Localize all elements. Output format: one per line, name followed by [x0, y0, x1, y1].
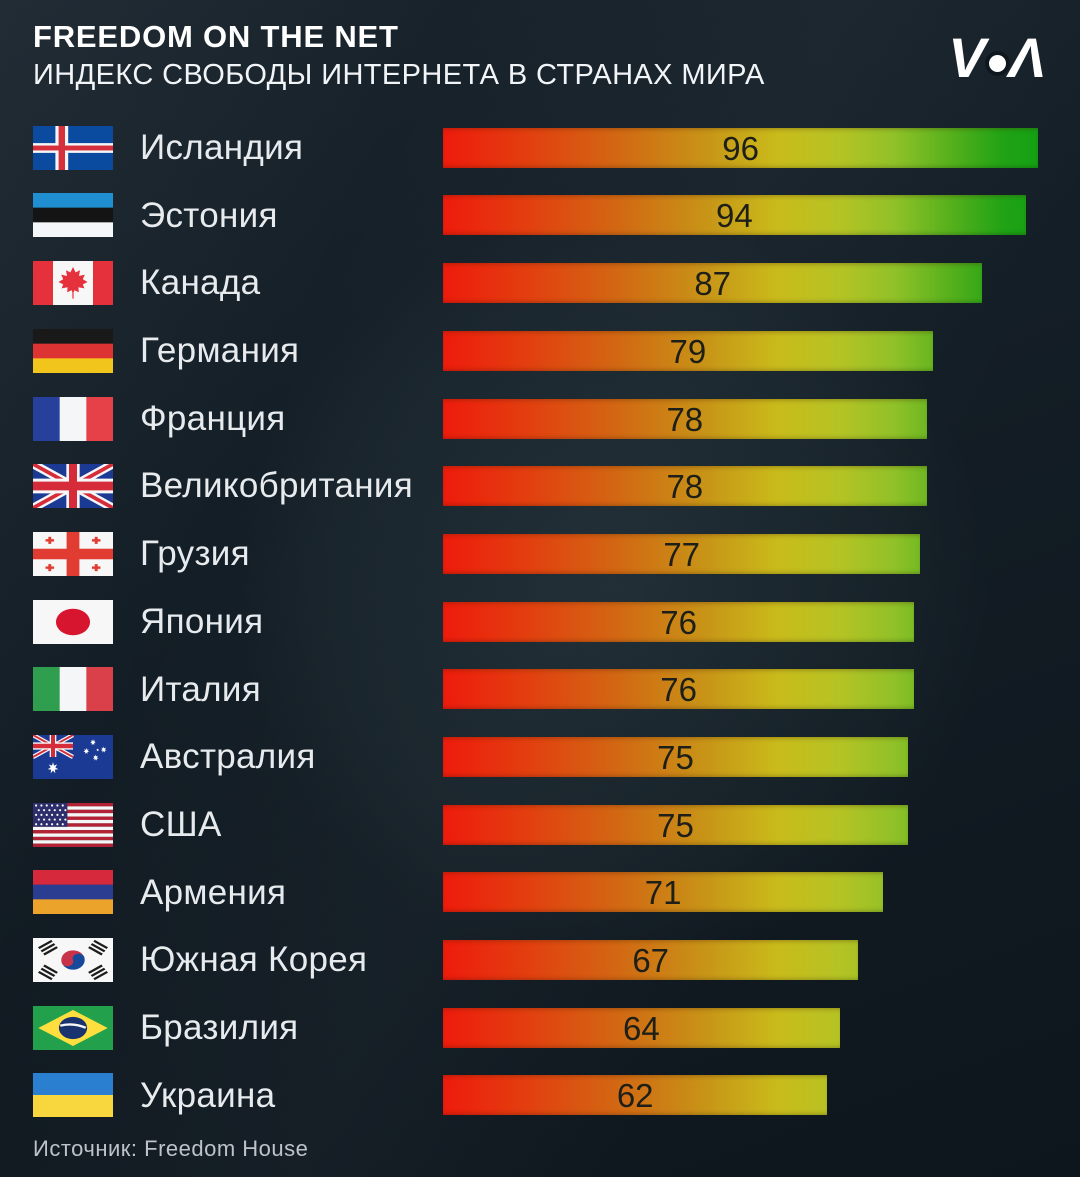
score-value: 79 — [669, 332, 707, 370]
country-row: Бразилия 64 — [0, 994, 1080, 1062]
score-value: 64 — [623, 1009, 660, 1047]
south_korea-flag-icon — [33, 938, 113, 983]
voa-logo-a: Λ — [1008, 26, 1046, 89]
score-value: 75 — [657, 738, 694, 776]
score-bar: 78 — [443, 466, 927, 507]
country-row: Италия 76 — [0, 656, 1080, 724]
score-bar: 79 — [443, 330, 933, 371]
country-row: Франция 78 — [0, 385, 1080, 453]
voa-logo-v: V — [948, 26, 985, 89]
country-label: Италия — [140, 669, 261, 709]
georgia-flag-icon — [33, 531, 113, 576]
ukraine-flag-icon — [33, 1073, 113, 1118]
score-value: 71 — [644, 874, 682, 912]
country-row: Армения 71 — [0, 859, 1080, 927]
voa-logo-dot-icon — [988, 54, 1006, 72]
country-row: Австралия 75 — [0, 723, 1080, 791]
country-label: Украина — [140, 1075, 276, 1115]
iceland-flag-icon — [33, 125, 113, 170]
score-value: 76 — [660, 671, 697, 709]
country-row: Грузия 77 — [0, 520, 1080, 588]
score-bar: 75 — [443, 736, 908, 777]
score-bar: 76 — [443, 601, 915, 642]
country-label: Австралия — [140, 737, 316, 777]
page-subtitle: ИНДЕКС СВОБОДЫ ИНТЕРНЕТА В СТРАНАХ МИРА — [33, 59, 765, 92]
usa-flag-icon — [33, 802, 113, 847]
score-value: 96 — [722, 129, 759, 167]
score-bar: 94 — [443, 195, 1026, 236]
country-label: Япония — [140, 601, 264, 641]
score-bar: 76 — [443, 669, 915, 710]
country-label: Франция — [140, 398, 286, 438]
country-label: Канада — [140, 263, 261, 303]
score-value: 76 — [660, 603, 697, 641]
country-label: Южная Корея — [140, 940, 368, 980]
country-row: Эстония 94 — [0, 182, 1080, 250]
score-value: 67 — [632, 942, 670, 980]
country-label: Эстония — [140, 195, 278, 235]
country-label: Грузия — [140, 534, 250, 574]
estonia-flag-icon — [33, 193, 113, 238]
country-label: США — [140, 804, 222, 844]
score-bar: 87 — [443, 263, 983, 304]
score-value: 94 — [716, 197, 753, 235]
country-label: Армения — [140, 872, 287, 912]
country-row: Германия 79 — [0, 317, 1080, 385]
country-label: Бразилия — [140, 1007, 299, 1047]
score-value: 77 — [663, 535, 701, 573]
score-bar: 77 — [443, 533, 921, 574]
header: FREEDOM ON THE NET ИНДЕКС СВОБОДЫ ИНТЕРН… — [33, 19, 765, 92]
page-title: FREEDOM ON THE NET — [33, 19, 399, 54]
score-value: 62 — [616, 1077, 654, 1115]
armenia-flag-icon — [33, 870, 113, 915]
country-label: Исландия — [140, 128, 304, 167]
score-bar: 96 — [443, 127, 1039, 168]
brazil-flag-icon — [33, 1005, 113, 1050]
canada-flag-icon — [33, 261, 113, 306]
country-row: Великобритания 78 — [0, 452, 1080, 520]
uk-flag-icon — [33, 464, 113, 509]
score-bar: 75 — [443, 804, 908, 845]
score-bar: 62 — [443, 1075, 828, 1116]
score-value: 75 — [657, 806, 694, 844]
score-value: 78 — [666, 468, 704, 506]
germany-flag-icon — [33, 328, 113, 373]
country-row: Канада 87 — [0, 249, 1080, 317]
france-flag-icon — [33, 396, 113, 441]
score-bar: 78 — [443, 398, 927, 439]
country-label: Германия — [140, 331, 300, 371]
source-note: Источник: Freedom House — [33, 1136, 309, 1161]
country-row: Украина 62 — [0, 1062, 1080, 1130]
country-row: Япония 76 — [0, 588, 1080, 656]
score-bar: 64 — [443, 1007, 840, 1048]
country-row: Южная Корея 67 — [0, 926, 1080, 994]
country-list: Исландия 96 Эстония 94 Канада 87 Германия 79 Фр… — [0, 114, 1080, 1129]
italy-flag-icon — [33, 667, 113, 712]
japan-flag-icon — [33, 599, 113, 644]
score-value: 87 — [694, 265, 732, 303]
score-value: 78 — [666, 400, 704, 438]
australia-flag-icon — [33, 734, 113, 779]
country-row: США 75 — [0, 791, 1080, 859]
country-row: Исландия 96 — [0, 114, 1080, 182]
country-label: Великобритания — [140, 466, 413, 506]
score-bar: 67 — [443, 940, 859, 981]
score-bar: 71 — [443, 872, 884, 913]
